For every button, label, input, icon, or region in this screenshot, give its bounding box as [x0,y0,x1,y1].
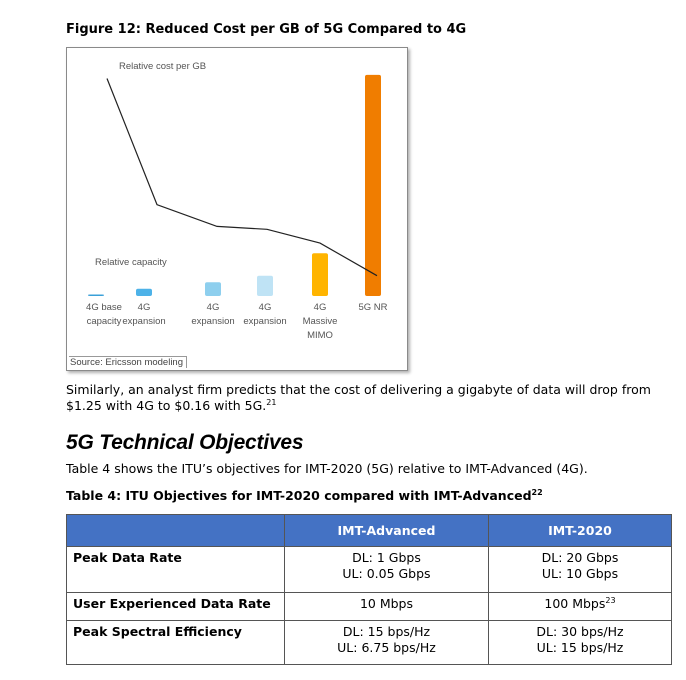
section-intro: Table 4 shows the ITU’s objectives for I… [66,461,588,476]
bar-line-chart: Relative cost per GB Relative capacity 4G … [86,61,388,341]
figure-title: Figure 12: Reduced Cost per GB of 5G Com… [66,22,467,37]
row-label: Peak Data Rate [66,546,285,593]
cost-line [106,78,378,277]
table-title-text: Table 4: ITU Objectives for IMT-2020 com… [66,488,532,503]
header-cell-imt-2020: IMT-2020 [487,514,673,547]
chart-bar [257,275,273,296]
tick-label: 4G [314,302,327,313]
cell-line: UL: 0.05 Gbps [342,566,431,581]
footnote-ref: 23 [605,595,616,605]
cell-imt-2020: 100 Mbps23 [487,592,673,621]
cell-line: DL: 15 bps/Hz [342,624,431,639]
table-row: User Experienced Data Rate 10 Mbps 100 M… [66,592,673,621]
cell-imt-advanced: DL: 1 Gbps UL: 0.05 Gbps [284,546,489,593]
footnote-ref: 22 [531,487,543,497]
cell-line: 100 Mbps [544,596,606,611]
cell-line: 10 Mbps [359,596,413,611]
objectives-table: IMT-Advanced IMT-2020 Peak Data Rate DL:… [66,514,673,665]
tick-label: 5G NR [358,302,387,313]
tick-label: capacity [87,316,122,327]
tick-label: 4G base [86,302,122,313]
row-label: Peak Spectral Efficiency [66,620,285,665]
tick-label: expansion [243,316,286,327]
paragraph-text: Similarly, an analyst firm predicts that… [66,382,651,413]
row-label: User Experienced Data Rate [66,592,285,621]
header-cell-empty [66,514,285,547]
table-row: Peak Data Rate DL: 1 Gbps UL: 0.05 Gbps D… [66,546,673,593]
tick-label: MIMO [307,330,333,341]
footnote-ref: 21 [266,397,277,407]
table-title: Table 4: ITU Objectives for IMT-2020 com… [66,488,543,503]
cell-line: DL: 30 bps/Hz [536,624,624,639]
cell-line: UL: 10 Gbps [541,566,619,581]
cell-imt-2020: DL: 20 Gbps UL: 10 Gbps [487,546,673,593]
cell-line: UL: 6.75 bps/Hz [337,640,436,655]
chart-bar [205,282,221,296]
tick-label: expansion [122,316,165,327]
capacity-series-label: Relative capacity [95,257,167,268]
tick-label: Massive [303,316,338,327]
chart-bar [136,288,152,296]
tick-label: 4G [207,302,220,313]
chart-figure: Relative cost per GB Relative capacity 4G … [66,47,408,371]
tick-label: 4G [259,302,272,313]
cell-imt-2020: DL: 30 bps/Hz UL: 15 bps/Hz [487,620,673,665]
cell-imt-advanced: DL: 15 bps/Hz UL: 6.75 bps/Hz [284,620,489,665]
section-heading: 5G Technical Objectives [66,431,304,454]
header-cell-imt-advanced: IMT-Advanced [284,514,489,547]
tick-label: 4G [138,302,151,313]
body-paragraph: Similarly, an analyst firm predicts that… [66,382,678,414]
chart-bar [312,253,328,296]
chart-bar [365,74,381,296]
chart-bar [88,294,104,296]
figure-source: Source: Ericsson modeling [69,356,187,368]
table-row: Peak Spectral Efficiency DL: 15 bps/Hz UL… [66,620,673,665]
cost-series-label: Relative cost per GB [119,61,206,72]
cell-line: DL: 1 Gbps [352,550,421,565]
table-header-row: IMT-Advanced IMT-2020 [66,514,673,547]
cell-line: DL: 20 Gbps [541,550,619,565]
cell-imt-advanced: 10 Mbps [284,592,489,621]
tick-label: expansion [191,316,234,327]
cell-line: UL: 15 bps/Hz [536,640,624,655]
